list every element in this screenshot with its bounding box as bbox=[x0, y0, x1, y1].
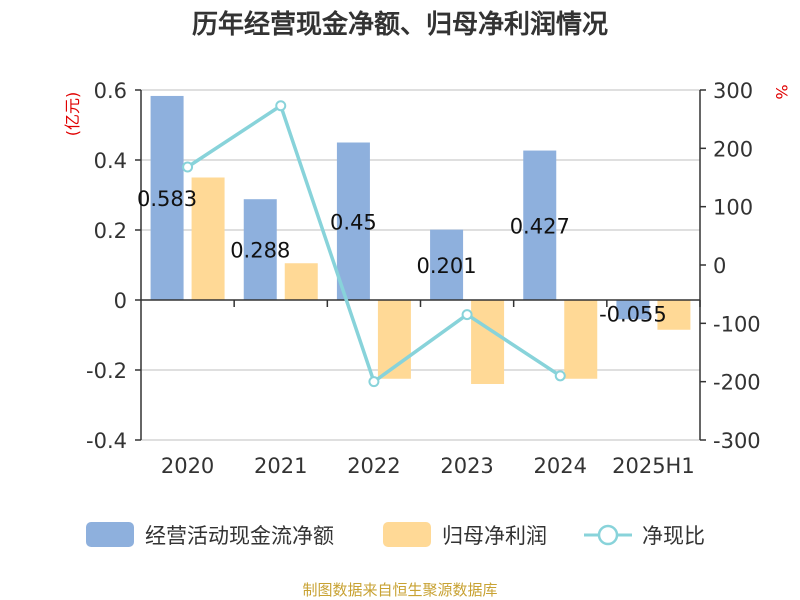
data-source-note: 制图数据来自恒生聚源数据库 bbox=[302, 581, 497, 599]
legend-label-net-cash-ratio: 净现比 bbox=[642, 524, 705, 548]
net-cash-ratio-point bbox=[461, 309, 473, 321]
x-axis-category-label: 2024 bbox=[534, 454, 587, 478]
right-axis-unit-label: % bbox=[772, 84, 791, 99]
left-axis-tick-label: 0.4 bbox=[94, 149, 127, 173]
x-axis-category-label: 2020 bbox=[161, 454, 214, 478]
data-labels-layer: 0.583 0.288 0.45 0.201 0.427 -0.055 bbox=[137, 187, 667, 326]
legend: 经营活动现金流净额 归母净利润 净现比 bbox=[86, 522, 705, 548]
left-axis-tick-label: 0.2 bbox=[94, 219, 127, 243]
legend-swatch-net-profit bbox=[383, 522, 431, 547]
axes-layer: -0.4 -0.2 0 0.2 0.4 0.6 -300 -200 -100 0 100 200 300… bbox=[86, 79, 761, 478]
net-cash-ratio-point bbox=[368, 376, 380, 388]
data-label-operating-cash-flow: 0.201 bbox=[417, 254, 477, 278]
data-label-operating-cash-flow: 0.45 bbox=[330, 210, 377, 234]
legend-label-net-profit: 归母净利润 bbox=[442, 524, 547, 548]
left-axis-tick-label: 0.6 bbox=[94, 79, 127, 103]
left-axis-tick-label: 0 bbox=[114, 289, 127, 313]
right-axis-tick-label: -200 bbox=[713, 371, 761, 395]
bar-net-profit bbox=[471, 300, 505, 384]
bar-operating-cash-flow bbox=[430, 229, 464, 300]
data-label-operating-cash-flow: -0.055 bbox=[599, 302, 667, 326]
right-axis-tick-label: 300 bbox=[713, 79, 753, 103]
x-axis-category-label: 2023 bbox=[440, 454, 493, 478]
bar-operating-cash-flow bbox=[336, 142, 370, 300]
net-cash-ratio-point bbox=[182, 161, 194, 173]
legend-label-operating-cash-flow: 经营活动现金流净额 bbox=[145, 524, 334, 548]
right-axis-tick-label: 0 bbox=[713, 254, 726, 278]
bar-net-profit bbox=[284, 263, 318, 300]
data-label-operating-cash-flow: 0.583 bbox=[137, 187, 197, 211]
bars-layer bbox=[150, 95, 691, 384]
grid-lines bbox=[141, 89, 700, 441]
left-axis-tick-label: -0.4 bbox=[86, 429, 127, 453]
bar-operating-cash-flow bbox=[523, 150, 557, 300]
left-axis-tick-label: -0.2 bbox=[86, 359, 127, 383]
bar-operating-cash-flow bbox=[243, 199, 277, 300]
legend-swatch-operating-cash-flow bbox=[86, 522, 134, 547]
right-axis-tick-label: 100 bbox=[713, 196, 753, 220]
right-axis-tick-label: 200 bbox=[713, 137, 753, 161]
legend-marker-net-cash-ratio bbox=[597, 524, 619, 546]
x-axis-category-label: 2025H1 bbox=[612, 454, 695, 478]
net-cash-ratio-point bbox=[275, 100, 287, 112]
bar-operating-cash-flow bbox=[150, 95, 184, 300]
right-axis-tick-label: -300 bbox=[713, 429, 761, 453]
chart-title: 历年经营现金净额、归母净利润情况 bbox=[192, 9, 608, 40]
right-axis-tick-label: -100 bbox=[713, 312, 761, 336]
data-label-operating-cash-flow: 0.288 bbox=[230, 239, 290, 263]
ratio-line-layer bbox=[182, 100, 566, 388]
bar-net-profit bbox=[657, 300, 691, 330]
bar-operating-cash-flow bbox=[616, 300, 650, 320]
bar-net-profit bbox=[191, 177, 225, 300]
x-axis-category-label: 2021 bbox=[254, 454, 307, 478]
left-axis-unit-label: (亿元) bbox=[63, 92, 82, 137]
net-cash-ratio-point bbox=[554, 370, 566, 382]
x-axis-category-label: 2022 bbox=[347, 454, 400, 478]
bar-net-profit bbox=[564, 300, 598, 379]
data-label-operating-cash-flow: 0.427 bbox=[510, 214, 570, 238]
